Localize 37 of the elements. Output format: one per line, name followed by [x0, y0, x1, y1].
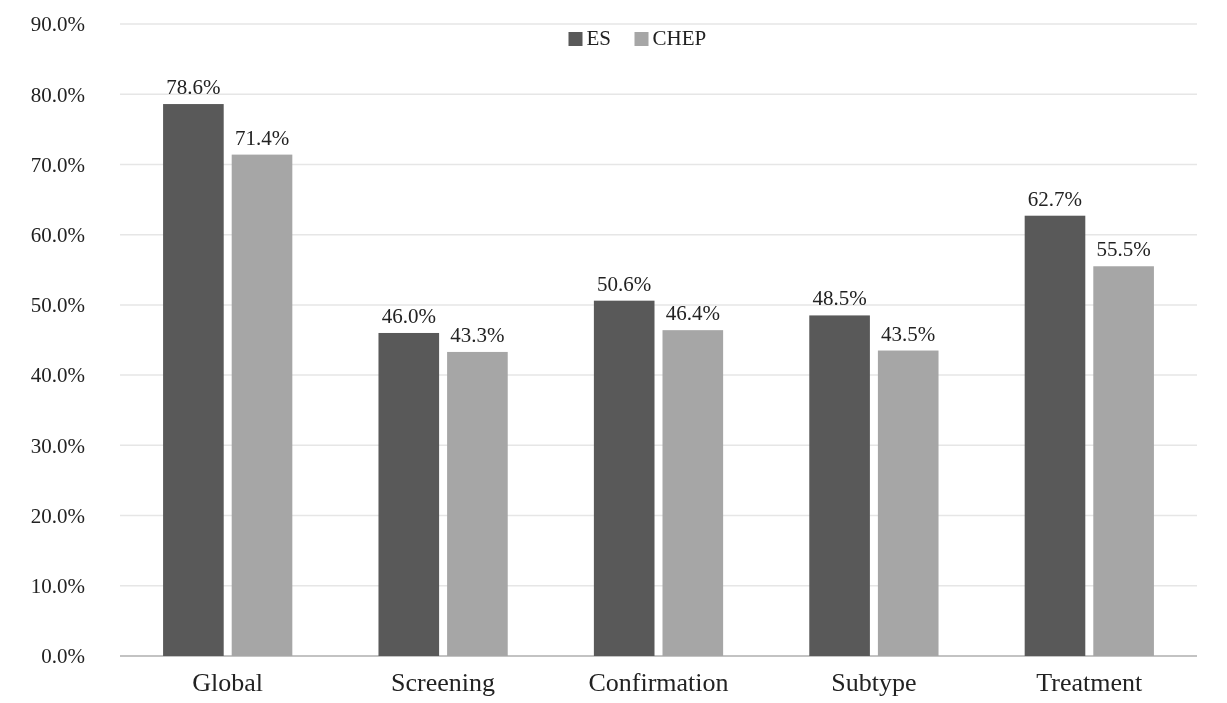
y-tick-label: 10.0%: [30, 574, 85, 599]
x-tick-label: Global: [192, 668, 264, 697]
x-tick-label: Confirmation: [588, 668, 729, 697]
y-tick-label: 40.0%: [30, 363, 85, 388]
x-tick-label: Treatment: [1036, 668, 1144, 697]
text: 50.6%: [597, 271, 652, 296]
bar: [662, 330, 724, 656]
y-tick-label: 70.0%: [30, 152, 85, 177]
bar: [163, 104, 224, 656]
text: 48.5%: [812, 286, 867, 311]
y-tick-label: 20.0%: [30, 503, 85, 528]
text: 71.4%: [234, 125, 290, 150]
y-tick-label: 0.0%: [41, 644, 85, 669]
text: 46.4%: [665, 301, 720, 326]
bar: [1024, 215, 1086, 656]
y-tick-label: 80.0%: [30, 82, 85, 107]
x-tick-label: Subtype: [831, 668, 917, 697]
bar: [447, 351, 508, 656]
bar: [378, 332, 440, 656]
text: 46.0%: [381, 303, 436, 328]
bar: [593, 300, 655, 656]
text: 62.7%: [1027, 186, 1083, 211]
bar: [809, 315, 870, 656]
y-tick-label: 60.0%: [30, 223, 85, 248]
y-tick-label: 30.0%: [30, 433, 85, 458]
text: 78.6%: [166, 75, 221, 100]
legend-label: ES: [586, 26, 612, 50]
text: 55.5%: [1096, 237, 1151, 262]
bar: [1093, 266, 1154, 656]
bar: [877, 350, 939, 656]
bar: [231, 154, 293, 656]
legend-label: CHEP: [652, 26, 707, 50]
x-tick-label: Screening: [391, 668, 496, 697]
y-tick-label: 50.0%: [30, 293, 85, 318]
y-tick-label: 90.0%: [30, 12, 85, 37]
text: 43.5%: [881, 321, 936, 346]
text: 43.3%: [450, 322, 505, 347]
